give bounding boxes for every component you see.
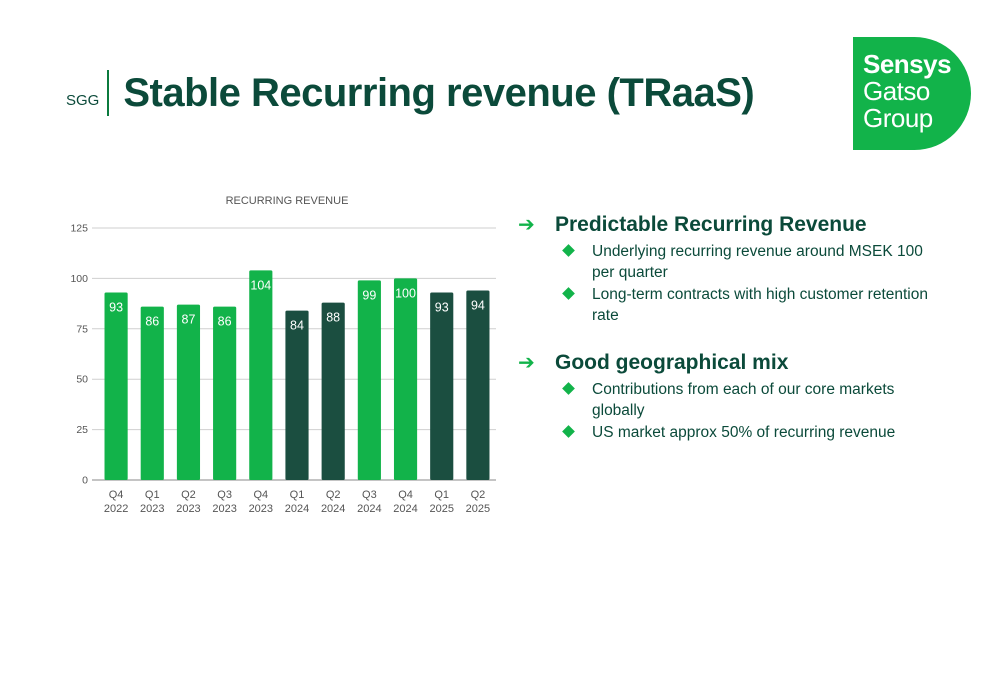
logo-line-3: Group bbox=[863, 103, 933, 133]
diamond-icon bbox=[562, 382, 575, 395]
bullet-section-recurring: ➔ Predictable Recurring Revenue Underlyi… bbox=[518, 212, 938, 326]
bullet-item-text: Long-term contracts with high customer r… bbox=[592, 286, 928, 324]
bar bbox=[176, 304, 201, 480]
bullet-heading-text: Good geographical mix bbox=[555, 350, 789, 374]
data-label: 93 bbox=[109, 301, 123, 315]
page-title: Stable Recurring revenue (TRaaS) bbox=[123, 70, 755, 115]
diamond-icon bbox=[562, 244, 575, 257]
bar bbox=[213, 306, 237, 480]
bar bbox=[285, 310, 309, 480]
x-tick-label: Q2 2023 bbox=[176, 489, 200, 515]
x-tick-label: Q4 2023 bbox=[249, 489, 273, 515]
bullet-panel: ➔ Predictable Recurring Revenue Underlyi… bbox=[518, 212, 938, 467]
bullet-heading-text: Predictable Recurring Revenue bbox=[555, 212, 867, 236]
data-label: 94 bbox=[471, 298, 485, 312]
logo-line-2: Gatso bbox=[863, 76, 930, 106]
bar bbox=[430, 292, 454, 480]
x-tick-label: Q1 2025 bbox=[429, 489, 453, 515]
bar bbox=[249, 270, 273, 480]
y-tick-label: 0 bbox=[82, 475, 88, 487]
ticker-label: SGG bbox=[66, 91, 100, 109]
arrow-right-icon: ➔ bbox=[518, 214, 535, 236]
bullet-heading: ➔ Good geographical mix bbox=[518, 350, 938, 375]
data-label: 86 bbox=[218, 315, 232, 329]
data-label: 93 bbox=[435, 301, 449, 315]
slide-header: SGG Stable Recurring revenue (TRaaS) bbox=[66, 70, 755, 116]
x-tick-label: Q2 2024 bbox=[321, 489, 345, 515]
bar bbox=[466, 290, 490, 480]
bullet-section-geography: ➔ Good geographical mix Contributions fr… bbox=[518, 350, 938, 443]
chart-title: RECURRING REVENUE bbox=[226, 195, 349, 207]
data-label: 86 bbox=[145, 315, 159, 329]
bar bbox=[321, 302, 345, 480]
recurring-revenue-chart: RECURRING REVENUE 0 25 50 75 100 125 93 Q4 2022 86… bbox=[70, 195, 496, 515]
arrow-right-icon: ➔ bbox=[518, 352, 535, 374]
bullet-item: US market approx 50% of recurring revenu… bbox=[560, 422, 938, 443]
x-tick-label: Q3 2023 bbox=[212, 489, 236, 515]
bullet-heading: ➔ Predictable Recurring Revenue bbox=[518, 212, 938, 237]
x-tick-label: Q4 2022 bbox=[104, 489, 128, 515]
company-logo: Sensys Gatso Group bbox=[853, 37, 971, 150]
data-label: 104 bbox=[250, 278, 271, 292]
x-tick-label: Q3 2024 bbox=[357, 489, 381, 515]
bullet-item: Underlying recurring revenue around MSEK… bbox=[560, 241, 938, 283]
bullet-item-text: US market approx 50% of recurring revenu… bbox=[592, 424, 896, 441]
y-tick-label: 50 bbox=[76, 374, 88, 386]
bar bbox=[104, 292, 128, 480]
diamond-icon bbox=[562, 287, 575, 300]
y-tick-label: 25 bbox=[76, 424, 88, 436]
x-tick-label: Q4 2024 bbox=[393, 489, 417, 515]
x-tick-label: Q2 2025 bbox=[466, 489, 490, 515]
y-tick-label: 100 bbox=[70, 273, 88, 285]
diamond-icon bbox=[562, 425, 575, 438]
bullet-item-text: Contributions from each of our core mark… bbox=[592, 381, 895, 419]
y-tick-label: 125 bbox=[70, 223, 88, 235]
bullet-item: Long-term contracts with high customer r… bbox=[560, 284, 938, 326]
x-tick-label: Q1 2024 bbox=[285, 489, 309, 515]
bar bbox=[393, 278, 418, 480]
x-tick-label: Q1 2023 bbox=[140, 489, 164, 515]
data-label: 84 bbox=[290, 319, 304, 333]
data-label: 99 bbox=[362, 288, 376, 302]
bar bbox=[357, 280, 381, 480]
bullet-item: Contributions from each of our core mark… bbox=[560, 379, 938, 421]
logo-line-1: Sensys bbox=[863, 49, 952, 79]
bar bbox=[140, 306, 164, 480]
header-divider bbox=[107, 70, 110, 116]
bullet-item-text: Underlying recurring revenue around MSEK… bbox=[592, 243, 923, 281]
data-label: 87 bbox=[182, 313, 196, 327]
data-label: 88 bbox=[326, 311, 340, 325]
y-tick-label: 75 bbox=[76, 323, 88, 335]
data-label: 100 bbox=[395, 286, 416, 300]
